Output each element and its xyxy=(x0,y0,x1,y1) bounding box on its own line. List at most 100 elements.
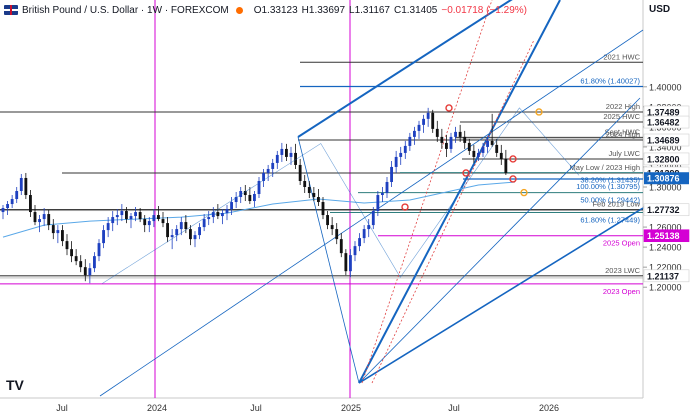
candle-body xyxy=(10,199,14,205)
candle-body xyxy=(381,193,384,196)
candle-body xyxy=(362,229,366,239)
high-value: H1.33697 xyxy=(301,4,346,16)
candle-body xyxy=(138,212,142,220)
candle-body xyxy=(111,217,115,224)
candle-body xyxy=(472,150,476,157)
pivot-marker xyxy=(509,155,517,163)
candle-body xyxy=(175,229,179,236)
candle-body xyxy=(234,197,238,203)
trend-channel-line xyxy=(358,0,561,384)
candle-body xyxy=(481,146,485,153)
candle-body xyxy=(125,211,128,220)
candle-body xyxy=(225,209,229,214)
candle-body xyxy=(335,229,339,240)
candle-body xyxy=(243,191,247,196)
candle-body xyxy=(431,112,435,129)
candle-body xyxy=(417,124,421,131)
candle-body xyxy=(353,246,357,256)
candle-body xyxy=(70,249,73,257)
y-tick-label: 1.20000 xyxy=(649,283,682,293)
candle-body xyxy=(490,140,494,145)
target-marker xyxy=(535,108,543,116)
candle-body xyxy=(285,148,288,157)
candle-body xyxy=(486,140,489,147)
candle-body xyxy=(495,144,499,153)
candle-body xyxy=(454,131,457,137)
pivot-marker xyxy=(445,104,453,112)
y-tick-label: 1.40000 xyxy=(649,82,682,92)
candle-body xyxy=(253,194,256,202)
candle-body xyxy=(499,152,503,159)
candle-body xyxy=(339,239,343,254)
x-tick-label: 2026 xyxy=(539,403,559,413)
candle-body xyxy=(312,193,316,198)
candle-body xyxy=(307,187,311,194)
candle-body xyxy=(216,212,220,217)
gb-flag-icon xyxy=(4,5,18,15)
feb-2019-band xyxy=(0,209,643,212)
x-tick-label: Jul xyxy=(250,403,262,413)
level-label: 2021 HWC xyxy=(603,52,640,61)
candle-body xyxy=(65,241,69,250)
market-status-icon xyxy=(234,5,244,15)
candle-body xyxy=(79,261,83,268)
current-price-box xyxy=(644,172,689,185)
candle-body xyxy=(129,216,133,220)
dotted-channel-line xyxy=(371,39,535,384)
candle-body xyxy=(221,213,224,217)
tradingview-logo[interactable]: TV xyxy=(6,377,24,393)
candle-body xyxy=(161,219,165,224)
dotted-channel-line xyxy=(361,0,493,384)
candle-body xyxy=(271,162,275,169)
sept-hwc-band xyxy=(455,137,643,141)
currency-label[interactable]: USD xyxy=(649,4,671,15)
candle-body xyxy=(47,214,51,226)
candle-body xyxy=(289,152,293,157)
candle-body xyxy=(435,128,439,137)
candle-body xyxy=(42,214,46,220)
price-tag-label: 1.25138 xyxy=(647,231,680,241)
candle-body xyxy=(147,221,151,226)
price-tag-label: 1.34689 xyxy=(647,136,680,146)
candle-body xyxy=(170,235,174,238)
price-tag-label: 1.27732 xyxy=(647,205,680,215)
candle-body xyxy=(326,215,329,226)
candle-body xyxy=(422,118,425,125)
symbol-title[interactable]: British Pound / U.S. Dollar · 1W · FOREX… xyxy=(22,4,229,16)
pivot-marker xyxy=(509,175,517,183)
candle-body xyxy=(157,215,160,220)
candle-body xyxy=(426,112,430,119)
candle-body xyxy=(349,255,352,272)
candle-body xyxy=(97,243,101,257)
candle-body xyxy=(143,219,147,226)
candle-body xyxy=(152,215,156,222)
price-tag-box xyxy=(643,229,690,243)
candle-body xyxy=(115,215,119,218)
candle-body xyxy=(408,136,412,146)
candle-body xyxy=(317,197,320,203)
pivot-zigzag xyxy=(102,107,580,284)
level-label: 61.80% (1.40027) xyxy=(580,77,640,86)
candle-body xyxy=(134,212,137,217)
candle-body xyxy=(367,225,371,230)
candle-body xyxy=(184,222,188,230)
candle-body xyxy=(106,223,110,231)
candle-body xyxy=(179,222,183,230)
level-label: Feb 2019 Low xyxy=(592,200,640,209)
candle-body xyxy=(257,180,261,195)
candle-body xyxy=(1,208,5,213)
candle-body xyxy=(189,229,192,240)
candle-body xyxy=(6,204,9,209)
candle-body xyxy=(440,136,444,143)
candle-body xyxy=(166,223,169,238)
x-tick-label: Jul xyxy=(56,403,68,413)
candle-body xyxy=(504,158,508,173)
level-label: 50.00% (1.29442) xyxy=(580,196,640,205)
candle-body xyxy=(413,130,416,137)
candle-body xyxy=(275,154,279,163)
price-tag-box xyxy=(643,152,690,166)
candle-body xyxy=(198,227,201,236)
candle-body xyxy=(262,172,265,181)
candle-body xyxy=(449,136,453,149)
